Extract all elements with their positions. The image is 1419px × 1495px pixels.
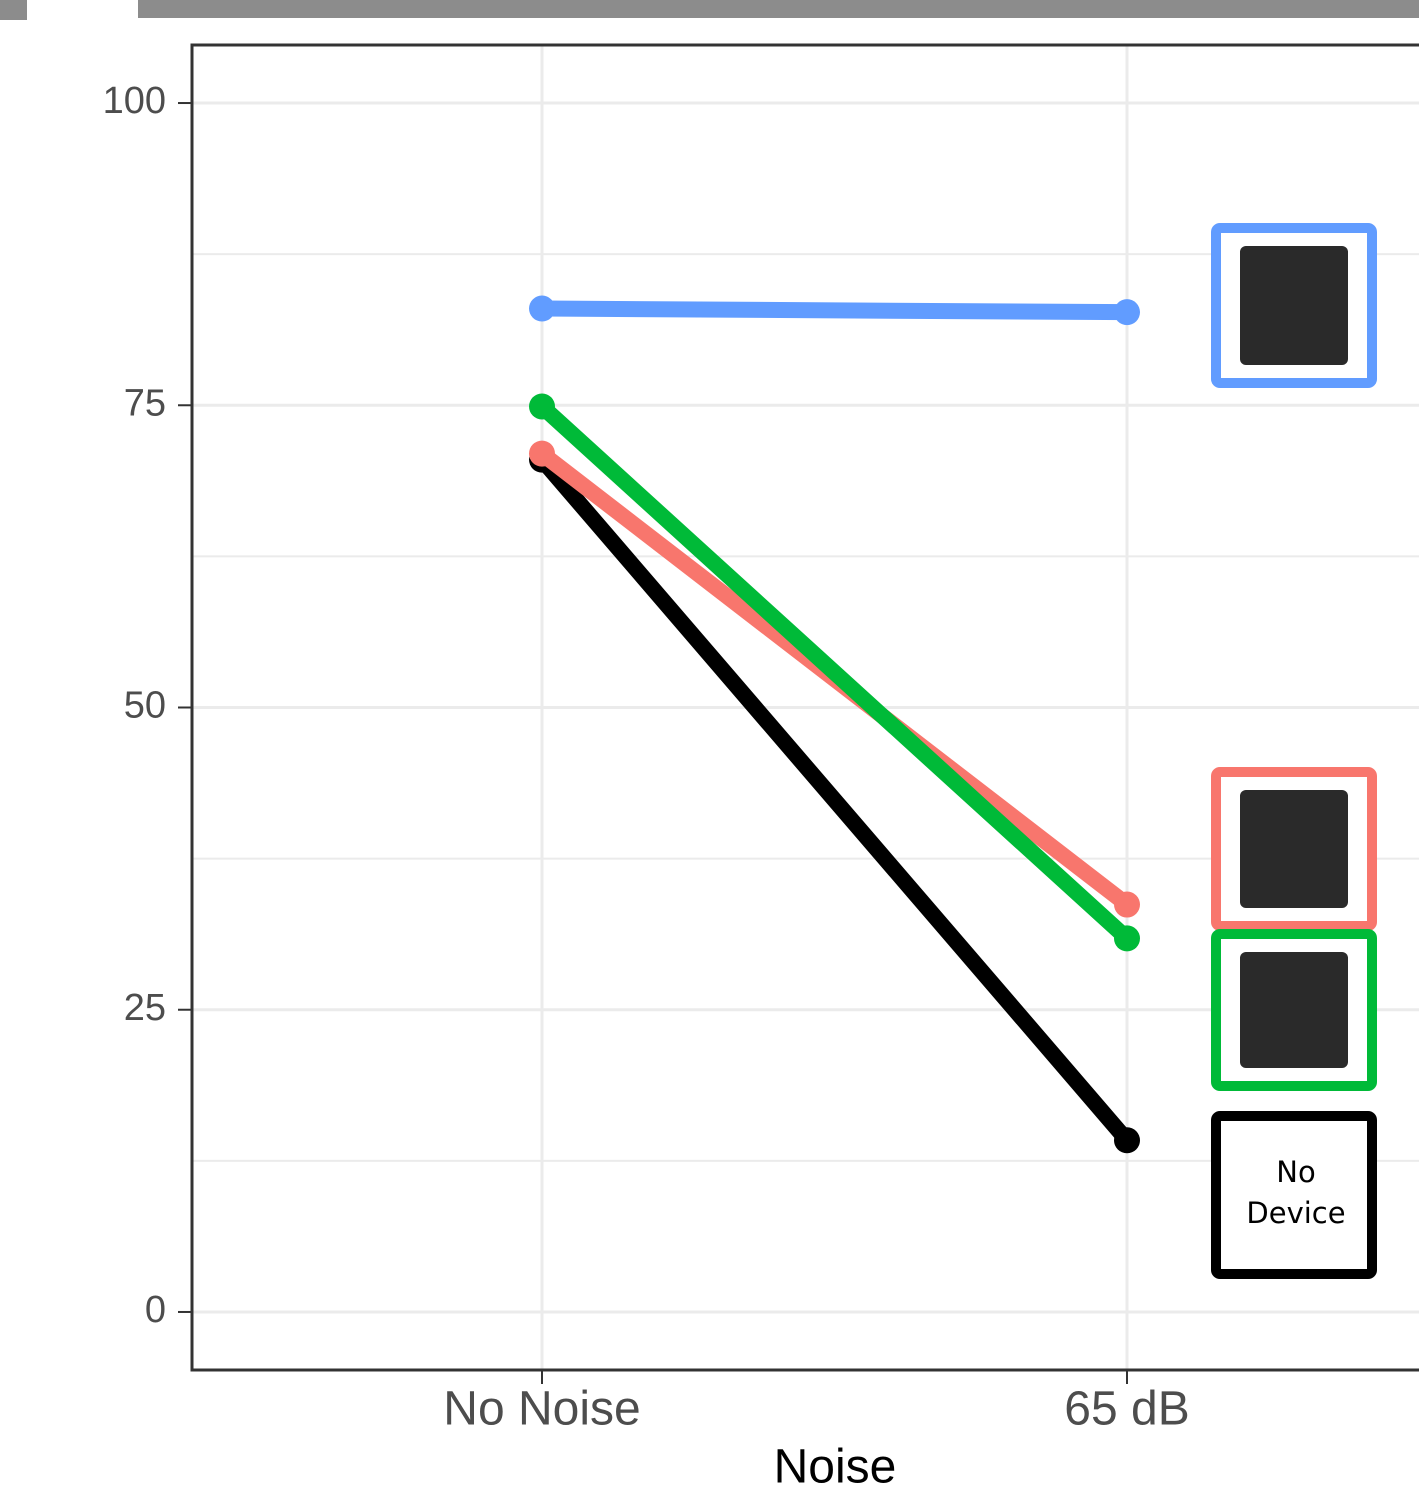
legend-icon (1240, 952, 1348, 1068)
legend-icon (1240, 246, 1348, 365)
x-tick-label: 65 dB (1064, 1383, 1189, 1436)
y-tick-label: 25 (124, 987, 166, 1029)
y-tick-label: 100 (103, 80, 166, 122)
header-bar (138, 0, 1419, 18)
point (1114, 925, 1140, 951)
point (1114, 892, 1140, 918)
x-tick-label: No Noise (443, 1383, 640, 1436)
chart: Noise 0 25 50 75 100 No Noise 65 dB (0, 0, 1419, 1495)
y-tick-label: 0 (145, 1289, 166, 1331)
point (529, 441, 555, 467)
series-line (542, 309, 1127, 313)
series-line (542, 460, 1127, 1141)
y-tick-label: 75 (124, 382, 166, 424)
header-bar (0, 0, 27, 20)
point (529, 393, 555, 419)
point (1114, 299, 1140, 325)
x-axis-title: Noise (774, 1441, 897, 1494)
legend-icon (1240, 790, 1348, 908)
legend-label: No Device (1230, 1152, 1362, 1233)
page: Noise 0 25 50 75 100 No Noise 65 dB No Device (0, 0, 1419, 1495)
y-tick-label: 50 (124, 685, 166, 727)
point (1114, 1127, 1140, 1153)
point (529, 296, 555, 322)
